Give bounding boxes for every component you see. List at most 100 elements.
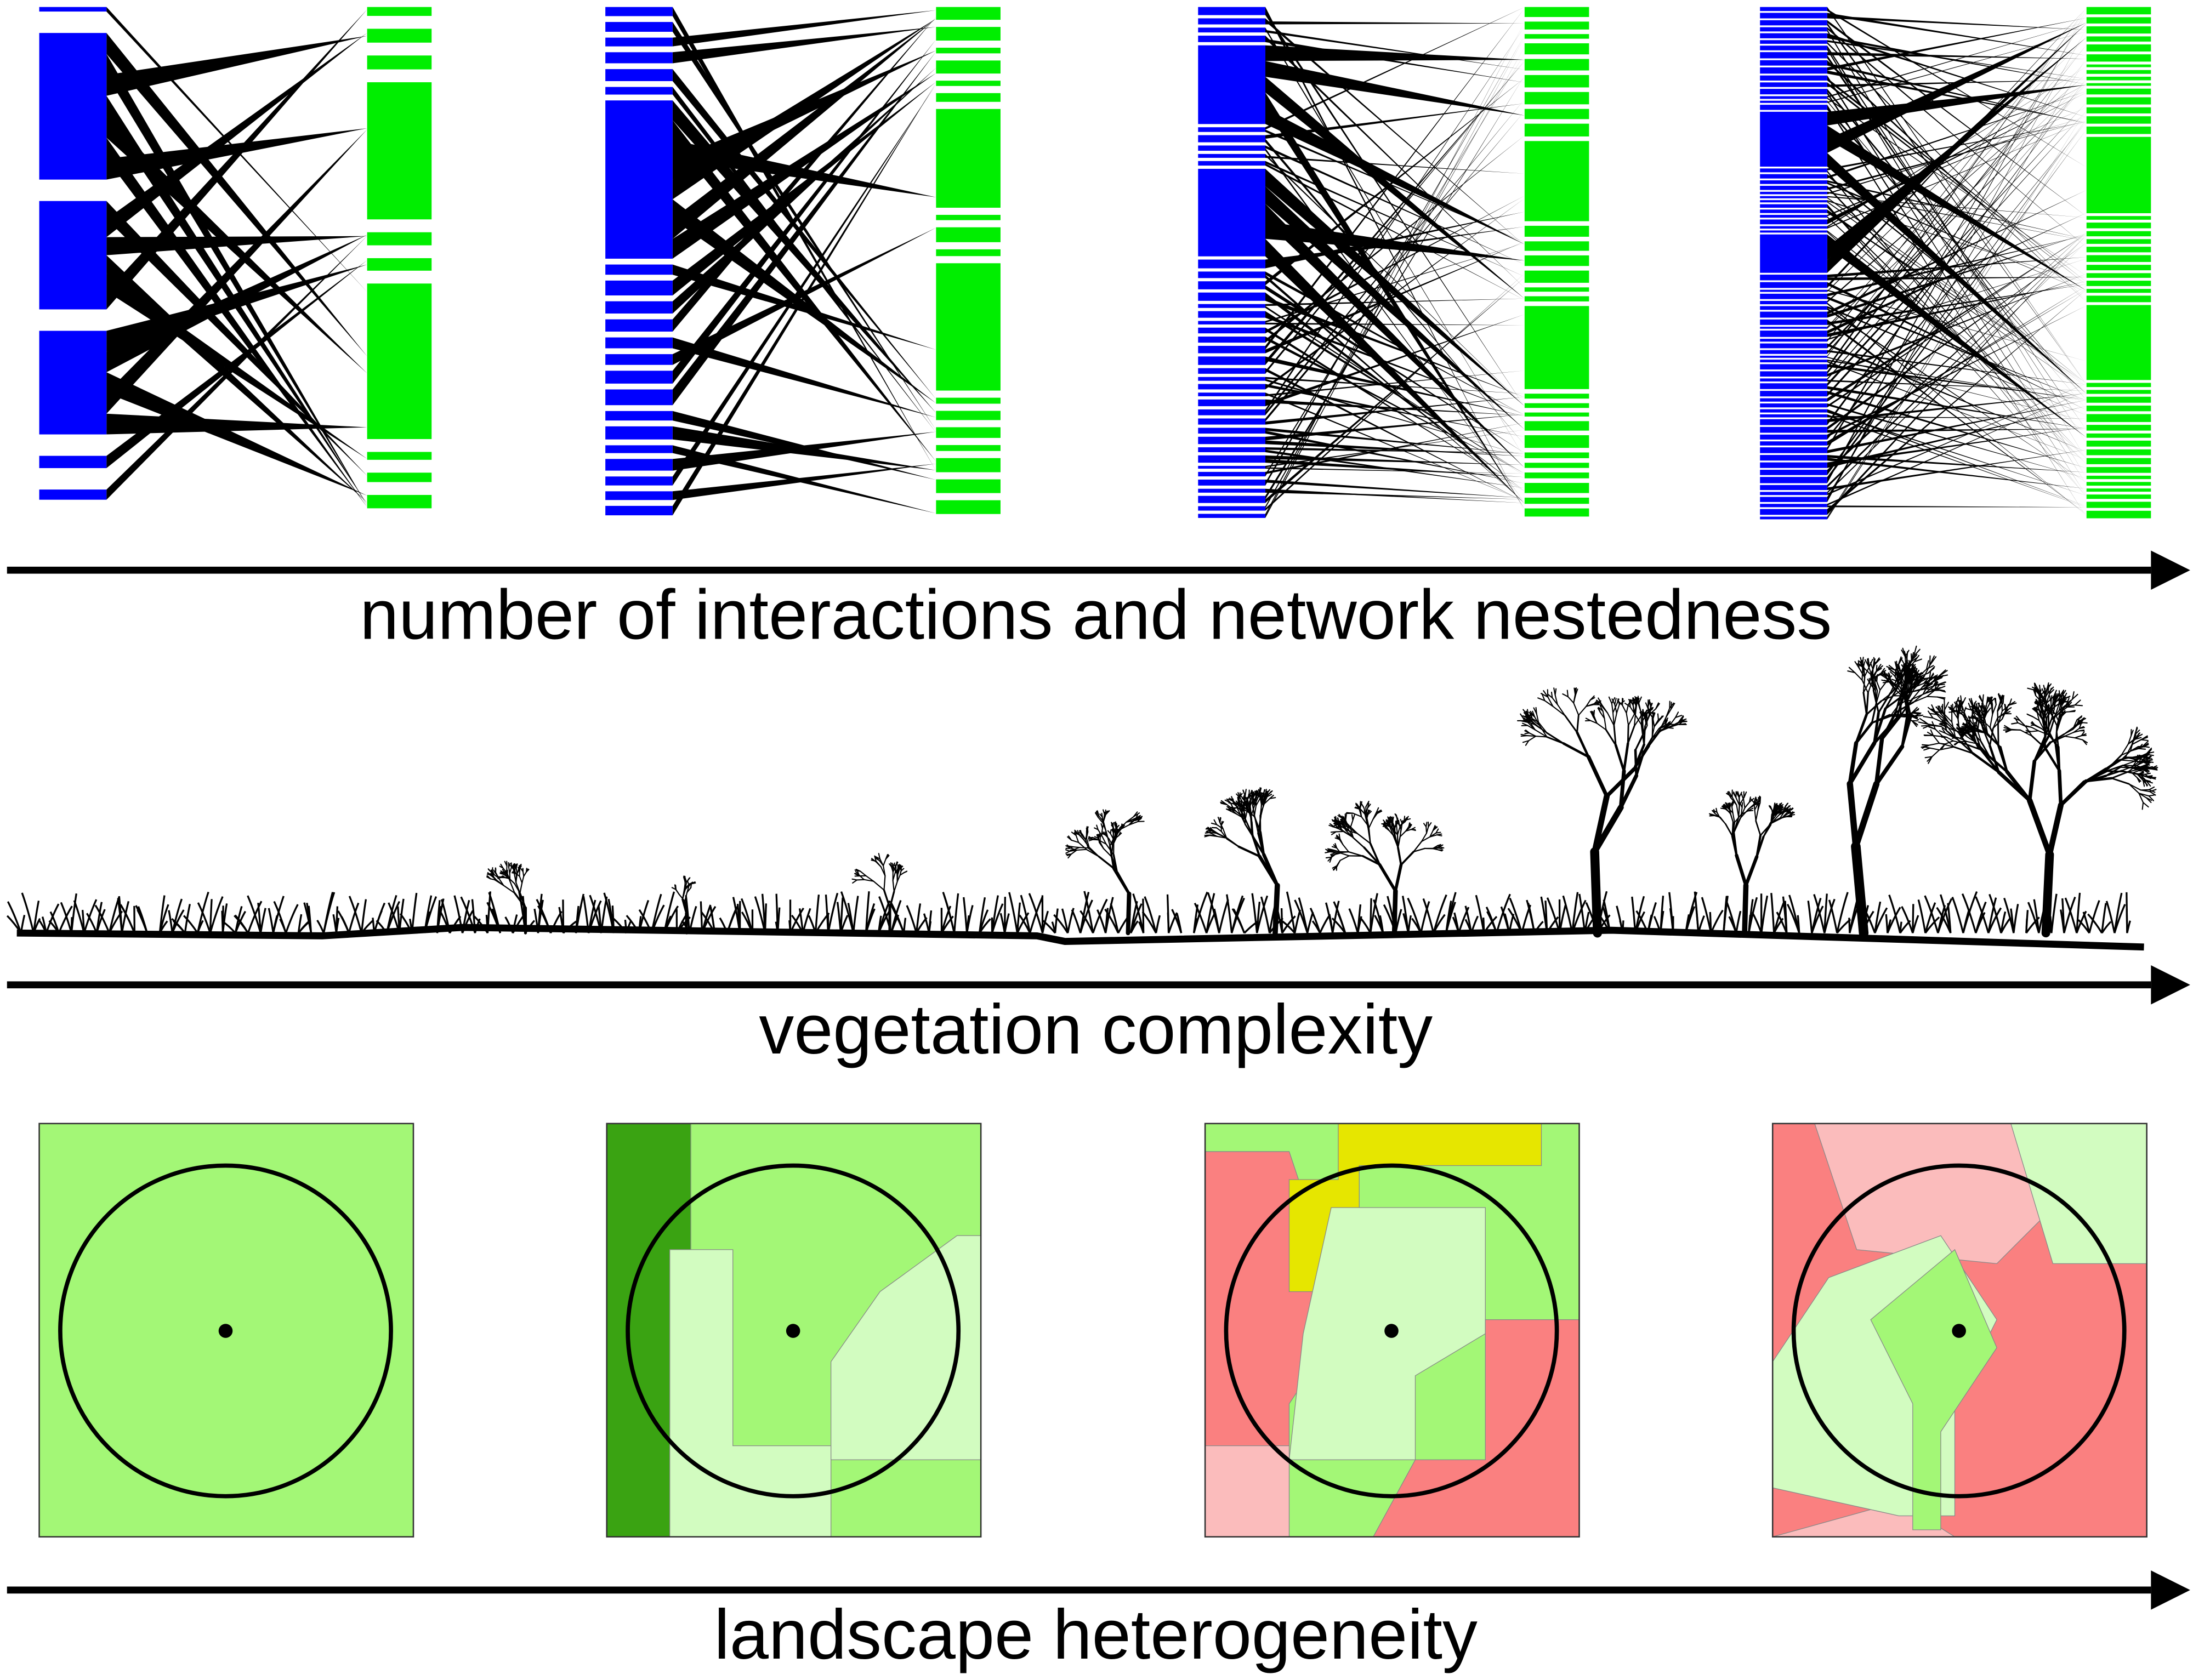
grass xyxy=(701,906,717,933)
branch xyxy=(1391,816,1394,822)
branch xyxy=(1966,728,1976,731)
branch xyxy=(1938,714,1950,724)
branch xyxy=(1359,808,1362,818)
branch xyxy=(1552,705,1566,716)
branch xyxy=(1536,713,1539,723)
plant-node xyxy=(1760,282,1827,288)
grass xyxy=(2087,913,2103,934)
animal-node xyxy=(2086,273,2151,278)
branch xyxy=(1890,677,1898,694)
grass xyxy=(1725,901,1737,933)
animal-node xyxy=(2086,223,2151,229)
branch xyxy=(1576,714,1580,733)
link xyxy=(1827,307,2087,483)
branch xyxy=(1929,713,1940,716)
link xyxy=(1827,92,2087,496)
branch xyxy=(1385,827,1390,832)
plant-node xyxy=(1198,384,1265,390)
branch xyxy=(1936,681,1946,686)
link xyxy=(672,464,936,500)
branch xyxy=(2003,709,2009,714)
branch xyxy=(2061,711,2066,717)
branch xyxy=(1929,655,1935,666)
animal-node xyxy=(367,29,432,43)
branch xyxy=(1262,852,1279,887)
plant-node xyxy=(1760,470,1827,475)
branch xyxy=(855,873,860,877)
branch xyxy=(865,875,874,882)
animal-node xyxy=(1524,21,1589,30)
branch xyxy=(2032,708,2038,714)
grass xyxy=(1071,909,1082,933)
branch xyxy=(1391,827,1396,836)
branch xyxy=(2105,770,2123,777)
branch xyxy=(1409,823,1411,828)
branch xyxy=(1421,836,1431,842)
branch xyxy=(1924,689,1935,694)
branch xyxy=(1923,716,1934,719)
animal-node xyxy=(2086,126,2151,134)
branch xyxy=(1917,668,1927,679)
branch xyxy=(1732,832,1738,857)
plant-node xyxy=(1198,281,1265,289)
branch xyxy=(1099,841,1104,850)
branch xyxy=(1103,809,1105,816)
link xyxy=(1827,505,2087,508)
grass xyxy=(1360,918,1372,934)
branch xyxy=(2053,701,2056,710)
land-border xyxy=(606,1123,982,1538)
branch xyxy=(1593,716,1598,724)
branch xyxy=(1770,817,1783,824)
branch xyxy=(1867,658,1870,668)
link xyxy=(1827,319,2087,514)
branch xyxy=(1393,835,1399,848)
branch xyxy=(2035,725,2043,730)
branch xyxy=(1864,666,1870,677)
branch xyxy=(880,866,886,876)
branch xyxy=(1241,807,1246,815)
branch xyxy=(2036,712,2040,721)
branch xyxy=(2044,747,2061,772)
branch xyxy=(1713,815,1721,818)
animal-node xyxy=(1524,508,1589,517)
branch xyxy=(1867,679,1873,694)
branch xyxy=(1086,826,1089,832)
branch xyxy=(1567,696,1575,704)
branch xyxy=(1912,716,1919,720)
landscapes xyxy=(38,1123,2147,1538)
branch xyxy=(1660,727,1669,732)
branch xyxy=(1331,831,1337,835)
plant-node xyxy=(605,411,673,421)
link xyxy=(1827,117,2087,195)
grass xyxy=(1571,892,1579,933)
plant-node xyxy=(1760,409,1827,413)
grass xyxy=(1028,893,1044,933)
grass xyxy=(1281,915,1296,934)
branch xyxy=(1601,705,1609,714)
link xyxy=(106,129,367,414)
branch xyxy=(1742,882,1749,936)
branch xyxy=(1429,830,1434,838)
link xyxy=(1827,361,2087,460)
branch xyxy=(875,861,882,868)
branch xyxy=(1712,810,1715,814)
branch xyxy=(1333,844,1338,849)
plant-node xyxy=(1760,509,1827,515)
branch xyxy=(1944,699,1945,711)
link xyxy=(1827,31,2087,103)
branch xyxy=(2049,733,2065,743)
grass xyxy=(663,906,679,933)
branch xyxy=(1867,658,1869,667)
grass xyxy=(1559,904,1567,933)
branch xyxy=(2148,795,2155,801)
grass xyxy=(1773,918,1784,933)
grass xyxy=(1813,894,1826,933)
plant-node xyxy=(1760,67,1827,74)
branch xyxy=(1325,856,1333,859)
branch xyxy=(2046,696,2054,704)
branch xyxy=(1613,712,1617,726)
link xyxy=(1265,479,1525,498)
branch xyxy=(1726,808,1731,815)
branch xyxy=(1975,728,1989,734)
branch xyxy=(1913,693,1924,703)
